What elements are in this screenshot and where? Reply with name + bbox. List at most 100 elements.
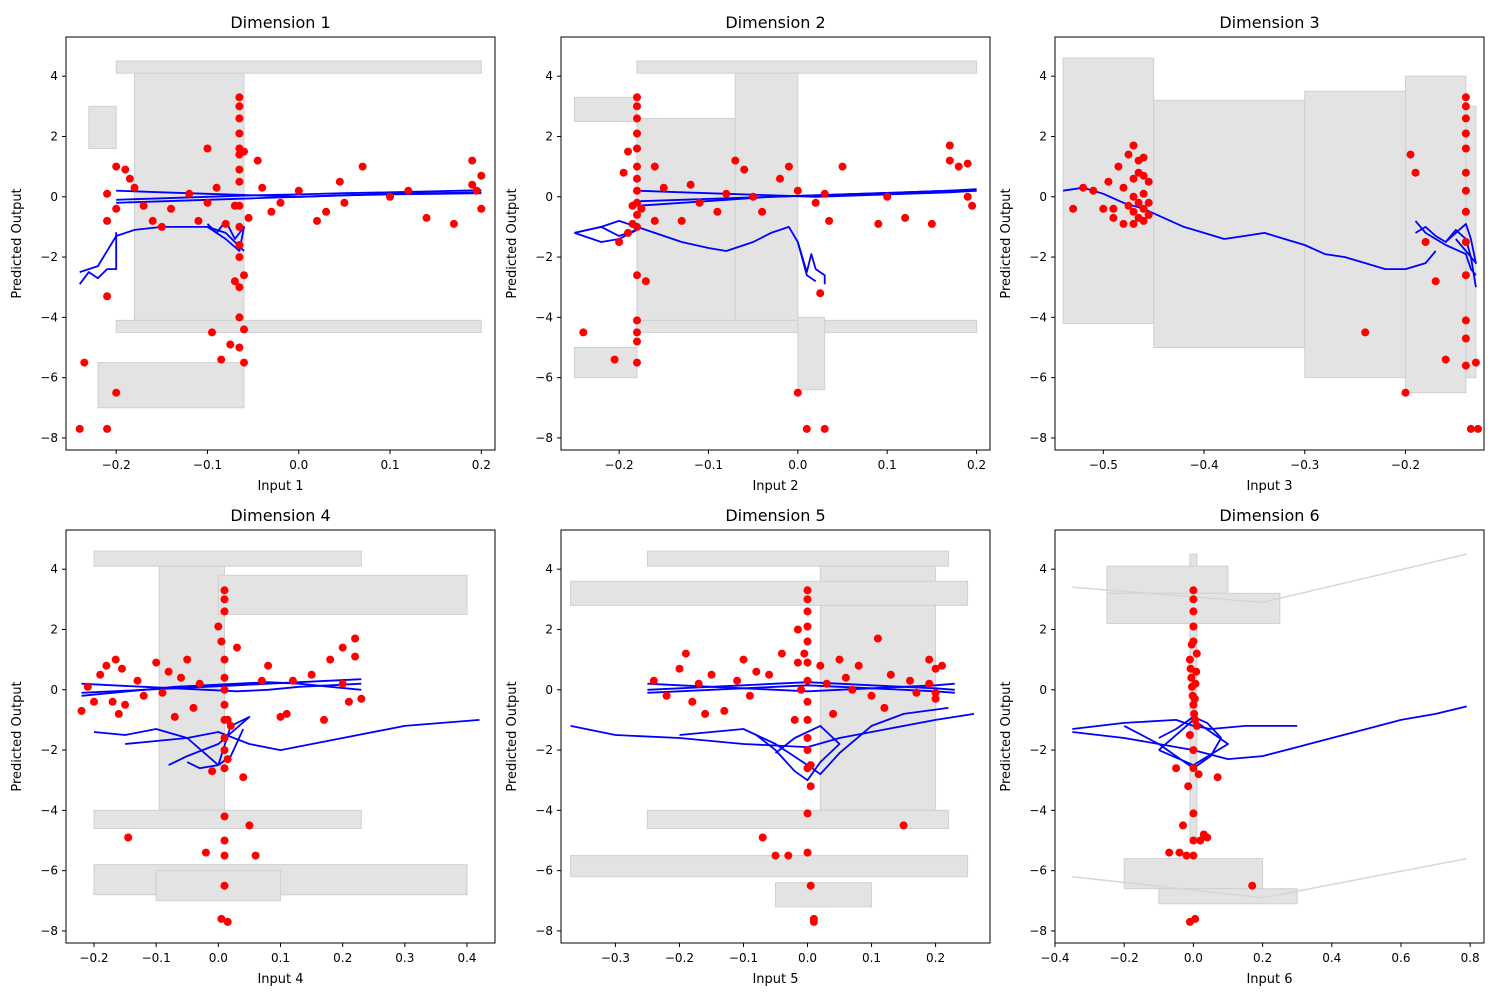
uncertainty-band	[217, 574, 468, 615]
data-point	[1189, 746, 1198, 755]
x-tick-label: 0.1	[380, 458, 399, 472]
data-point	[803, 697, 812, 706]
data-point	[707, 670, 716, 679]
data-point	[1190, 694, 1199, 703]
data-point	[251, 851, 260, 860]
y-tick-label: −4	[1029, 310, 1047, 324]
y-tick-label: −8	[1029, 431, 1047, 445]
data-point	[633, 358, 641, 367]
data-point	[803, 746, 812, 755]
data-point	[938, 661, 946, 670]
data-point	[633, 328, 641, 337]
uncertainty-band	[93, 809, 362, 829]
y-tick-label: −2	[40, 743, 58, 757]
subplot-3: −0.5 −0.4 −0.3 −0.2 −8 −6 −4 −2 0 2 4 Dimension 3 In…	[999, 13, 1485, 494]
data-point	[133, 676, 142, 685]
chart-title: Dimension 3	[1219, 13, 1319, 32]
y-tick-label: −4	[40, 803, 58, 817]
y-tick-label: −8	[1029, 924, 1047, 938]
prediction-line	[1123, 716, 1222, 770]
data-point	[1144, 198, 1153, 207]
data-point	[130, 183, 139, 192]
subplot-2: −0.2 −0.1 0.0 0.1 0.2 −8 −6 −4 −2 0 2 4 Dimension 2 I…	[505, 13, 991, 494]
data-point	[157, 222, 166, 231]
data-point	[758, 207, 767, 216]
data-point	[220, 673, 229, 682]
y-tick-label: −2	[1029, 743, 1047, 757]
data-point	[675, 664, 684, 673]
y-tick-label: 4	[1039, 69, 1047, 83]
x-tick-label: 0.2	[472, 458, 491, 472]
data-point	[276, 712, 285, 721]
y-axis-label: Predicted Output	[505, 188, 520, 298]
x-tick-label: −0.2	[1391, 458, 1420, 472]
data-point	[733, 676, 742, 685]
x-axis-label: Input 3	[1246, 479, 1292, 494]
subplot-1: −0.2 −0.1 0.0 0.1 0.2 −8 −6 −4 −2 0 2 4 Dimension 1 I…	[10, 13, 496, 494]
x-tick-label: −0.2	[1110, 951, 1139, 965]
data-point	[1189, 607, 1198, 616]
x-axis-label: Input 6	[1246, 972, 1292, 987]
data-point	[803, 676, 812, 685]
prediction-line	[1158, 719, 1229, 766]
y-tick-label: −8	[40, 924, 58, 938]
y-tick-label: 0	[1039, 683, 1047, 697]
y-tick-label: 2	[50, 129, 58, 143]
data-point	[816, 289, 825, 298]
y-tick-label: 0	[50, 683, 58, 697]
data-point	[883, 192, 892, 201]
data-point	[899, 821, 908, 830]
data-point	[351, 634, 360, 643]
data-point	[838, 162, 847, 171]
data-point	[1191, 914, 1200, 923]
data-point	[1129, 174, 1138, 183]
data-point	[1213, 773, 1222, 782]
data-point	[720, 706, 729, 715]
data-point	[226, 340, 235, 349]
data-point	[195, 679, 204, 688]
data-point	[579, 328, 588, 337]
data-point	[220, 881, 229, 890]
data-point	[784, 851, 793, 860]
data-point	[1203, 833, 1212, 842]
data-point	[835, 655, 844, 664]
data-point	[294, 186, 303, 195]
data-point	[784, 162, 793, 171]
data-point	[1461, 144, 1470, 153]
data-point	[102, 661, 111, 670]
x-tick-label: −0.2	[102, 458, 131, 472]
x-tick-label: −0.4	[1040, 951, 1069, 965]
data-point	[203, 198, 212, 207]
data-point	[220, 746, 229, 755]
y-axis-label: Predicted Output	[999, 188, 1014, 298]
y-tick-label: −6	[40, 864, 58, 878]
data-point	[203, 144, 212, 153]
uncertainty-band	[797, 316, 826, 391]
subplot-4: −0.2 −0.1 0.0 0.1 0.2 0.3 0.4 −8 −6 −4 −2 0 2 4 Dimens…	[10, 506, 496, 987]
data-point	[223, 755, 232, 764]
data-point	[338, 643, 347, 652]
data-point	[164, 667, 173, 676]
data-point	[235, 343, 244, 352]
y-tick-label: −2	[535, 743, 553, 757]
x-axis-label: Input 1	[257, 479, 303, 494]
data-point	[322, 207, 331, 216]
data-point	[752, 667, 761, 676]
y-tick-label: −6	[1029, 864, 1047, 878]
data-point	[809, 917, 818, 926]
data-point	[125, 174, 134, 183]
data-point	[633, 222, 641, 231]
data-point	[235, 283, 244, 292]
data-point	[108, 697, 117, 706]
uncertainty-band	[1158, 888, 1298, 905]
data-point	[1134, 198, 1143, 207]
data-point	[1189, 836, 1198, 845]
data-point	[820, 189, 829, 198]
prediction-line	[81, 681, 362, 697]
data-point	[220, 836, 229, 845]
data-point	[235, 114, 244, 123]
data-point	[220, 586, 229, 595]
x-axis-label: Input 5	[752, 972, 798, 987]
x-tick-label: 0.1	[862, 951, 881, 965]
